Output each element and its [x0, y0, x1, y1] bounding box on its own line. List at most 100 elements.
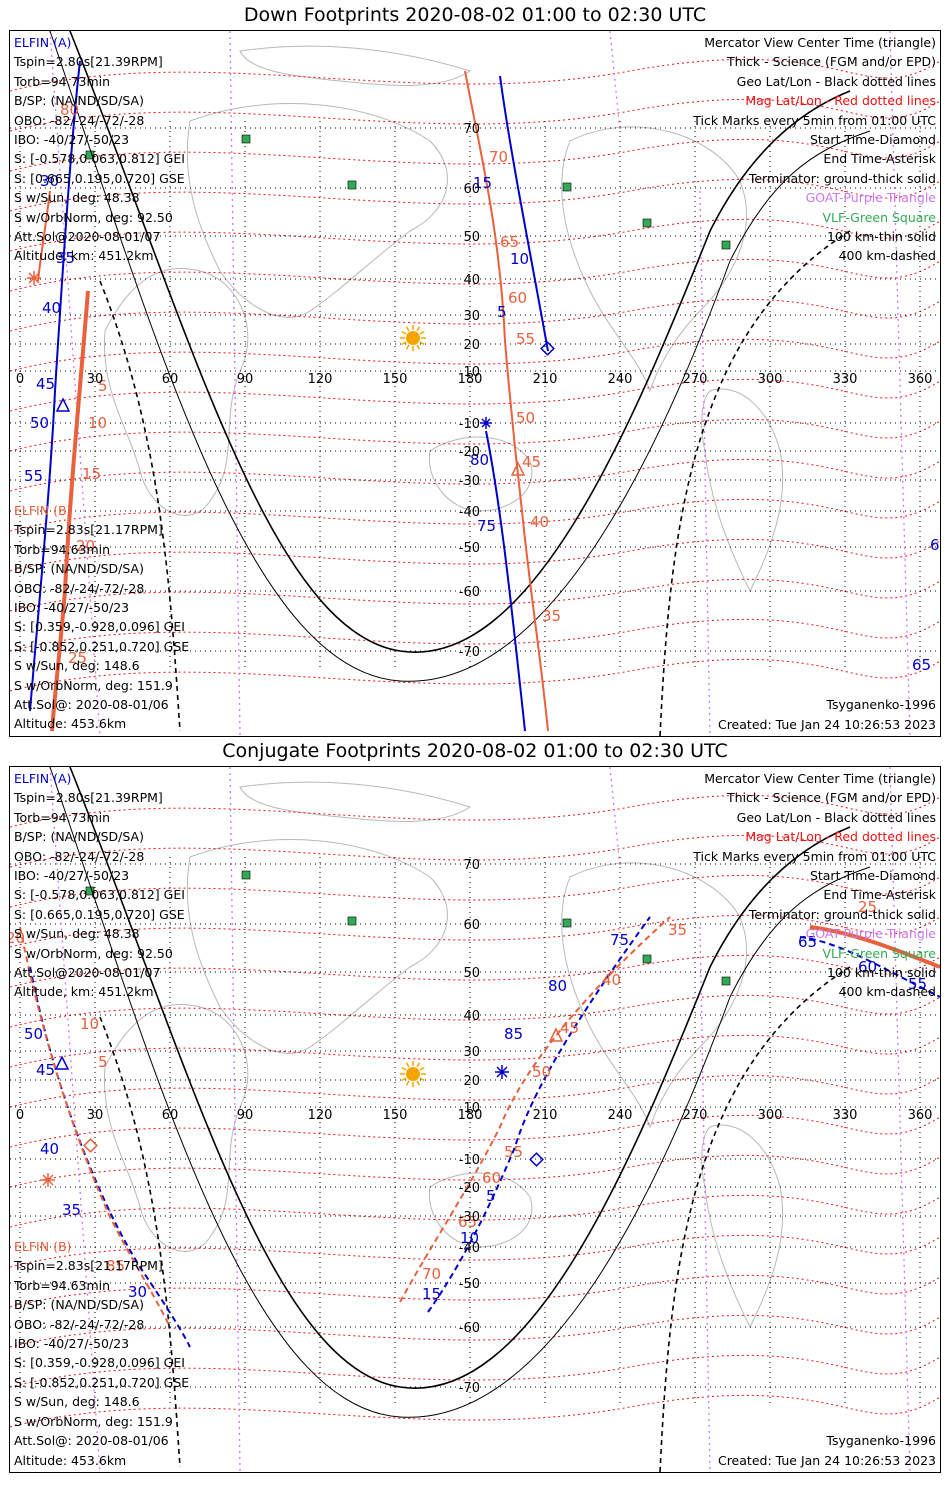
- start-time-diamond: [540, 341, 555, 356]
- sun-ray: [419, 1066, 425, 1071]
- elfin-a-info: ELFIN (A) Tspin=2.80s[21.39RPM] Torb=94.…: [14, 33, 185, 266]
- end-time-asterisk-b: [41, 1173, 55, 1187]
- lon-tick-label: 180: [458, 372, 483, 387]
- mag-lat-line: [10, 298, 940, 332]
- sun-ray: [419, 1077, 425, 1082]
- mag-lat-line: [10, 138, 940, 172]
- elfin-a-time-label: 75: [477, 517, 496, 535]
- elfin-b-time-label: 20: [76, 537, 95, 555]
- lon-tick-label: 180: [458, 1108, 483, 1123]
- lon-tick-label: 90: [237, 372, 254, 387]
- sun-ray: [419, 330, 425, 335]
- sun-disc: [406, 1067, 420, 1081]
- elfin-a-track-west: [29, 60, 81, 712]
- panel-title-down: Down Footprints 2020-08-02 01:00 to 02:3…: [243, 4, 707, 26]
- elfin-b-time-label: 60: [508, 289, 527, 307]
- elfin-b-time-label: 80: [60, 101, 79, 119]
- goat-meridian-layer: [49, 31, 911, 736]
- goat-meridian: [699, 190, 711, 736]
- lon-tick-label: 0: [16, 1108, 24, 1123]
- lon-tick-label: 360: [908, 372, 933, 387]
- legend-item: GOAT-Purple Triangle: [805, 190, 936, 206]
- lat-tick-label: -10: [459, 1153, 480, 1168]
- elfin-b-time-label: 50: [516, 409, 535, 427]
- coastline: [239, 781, 472, 822]
- elfin-a-line: Altitude, km: 451.2km: [14, 984, 154, 1000]
- down-footprints-map: 30 35 40 45 50 55 80 75 5 10 15 80 5 10 15 20 25 70 65 60 55…: [10, 31, 940, 736]
- elfin-b-track-west: [37, 190, 51, 282]
- conjugate-footprints-map-panel: 5045403530758085510156560552010585354045…: [9, 766, 941, 1473]
- elfin-a-line: Att.Sol@2020-08-01/07: [14, 965, 161, 981]
- elfin-b-time-label: 35: [542, 607, 561, 625]
- legend: Mercator View Center Time (triangle) Thi…: [693, 33, 936, 266]
- elfin-b-line: Altitude: 453.6km: [14, 716, 127, 732]
- elfin-b-line: S: [-0.852,0.251,0.720] GSE: [14, 1374, 190, 1390]
- mag-lat-line: [10, 994, 940, 1028]
- sun-ray: [405, 1080, 410, 1086]
- legend-item: Start Time-Diamond: [809, 868, 936, 884]
- lon-tick-label: 300: [758, 1108, 783, 1123]
- legend-item: Start Time-Diamond: [809, 132, 936, 148]
- elfin-b-time-label: 35: [668, 921, 687, 939]
- sun-ray: [405, 344, 410, 350]
- terminator-layer: [49, 767, 871, 1472]
- lon-tick-label: 60: [162, 372, 179, 387]
- model-name: Tsyganenko-1996: [826, 1433, 936, 1449]
- elfin-a-info: ELFIN (A) Tspin=2.80s[21.39RPM] Torb=94.…: [14, 769, 185, 1002]
- coastline: [186, 839, 448, 1054]
- lat-tick-label: -20: [459, 445, 480, 460]
- model-name: Tsyganenko-1996: [826, 697, 936, 713]
- legend-item: Mag Lat/Lon - Red dotted lines: [745, 93, 936, 109]
- down-footprints-map-panel: 30 35 40 45 50 55 80 75 5 10 15 80 5 10 15 20 25 70 65 60 55…: [9, 30, 941, 737]
- lon-tick-label: 360: [908, 1108, 933, 1123]
- elfin-a-line: IBO: -40/27/-50/23: [14, 868, 130, 884]
- lat-tick-label: 20: [463, 338, 480, 353]
- lat-tick-label: -40: [459, 1241, 480, 1256]
- legend-item: 400 km-dashed: [838, 984, 936, 1000]
- terminator-ground: [69, 31, 851, 653]
- legend-item: 100 km-thin solid: [827, 965, 936, 981]
- created-timestamp: Created: Tue Jan 24 10:26:53 2023: [717, 1452, 936, 1468]
- elfin-b-science-track: [50, 290, 90, 732]
- elfin-b-line: Tspin=2.83s[21.17RPM]: [14, 522, 163, 538]
- elfin-a-time-label: 35: [56, 249, 75, 267]
- coastline: [103, 1004, 249, 1252]
- elfin-b-line: S: [0.359,-0.928,0.096] GEI: [14, 619, 185, 635]
- lat-tick-label: 30: [463, 1045, 480, 1060]
- sun-ray: [416, 326, 421, 332]
- elfin-b-line: B/SP: (NA/ND/SD/SA): [14, 1297, 144, 1313]
- lat-tick-label: -20: [459, 1181, 480, 1196]
- lon-tick-label: 150: [383, 372, 408, 387]
- elfin-b-track-east: [464, 70, 549, 732]
- altitude-footer: Altitude: 453.6km: [14, 1452, 127, 1468]
- coastline: [428, 1172, 533, 1248]
- vlf-station-square: [347, 180, 357, 190]
- elfin-a-line: B/SP: (NA/ND/SD/SA): [14, 829, 144, 845]
- elfin-a-line: S: [0.665,0.195,0.720] GSE: [14, 906, 185, 922]
- elfin-b-line: OBO: -82/-24/-72/-28: [14, 580, 145, 596]
- elfin-a-conjugate-track-east: [427, 916, 651, 1313]
- elfin-a-line: Torb=94.73min: [14, 809, 111, 825]
- legend-item: Mercator View Center Time (triangle): [704, 771, 936, 786]
- sun-ray: [401, 1066, 407, 1071]
- coastline: [239, 45, 472, 86]
- lat-tick-label: -50: [459, 1277, 480, 1292]
- coastline: [561, 862, 747, 1129]
- lat-tick-label: 10: [463, 1101, 480, 1116]
- sun-ray: [401, 341, 407, 346]
- legend-item: 400 km-dashed: [838, 248, 936, 264]
- mag-lat-line: [10, 378, 940, 412]
- mag-lat-line: [10, 338, 940, 372]
- elfin-a-line: Altitude, km: 451.2km: [14, 248, 154, 264]
- elfin-a-time-label: 65: [798, 933, 817, 951]
- goat-meridian: [49, 767, 101, 1472]
- mag-lat-line: [10, 1274, 940, 1308]
- elfin-b-time-label: 10: [88, 414, 107, 432]
- mag-lat-line: [10, 1074, 940, 1108]
- vlf-station-square: [85, 150, 95, 160]
- legend-item: Tick Marks every 5min from 01:00 UTC: [693, 848, 936, 864]
- elfin-a-time-label: 15: [473, 174, 492, 192]
- coastline: [428, 436, 533, 512]
- sun-ray: [419, 341, 425, 346]
- elfin-b-time-label: 60: [482, 1169, 501, 1187]
